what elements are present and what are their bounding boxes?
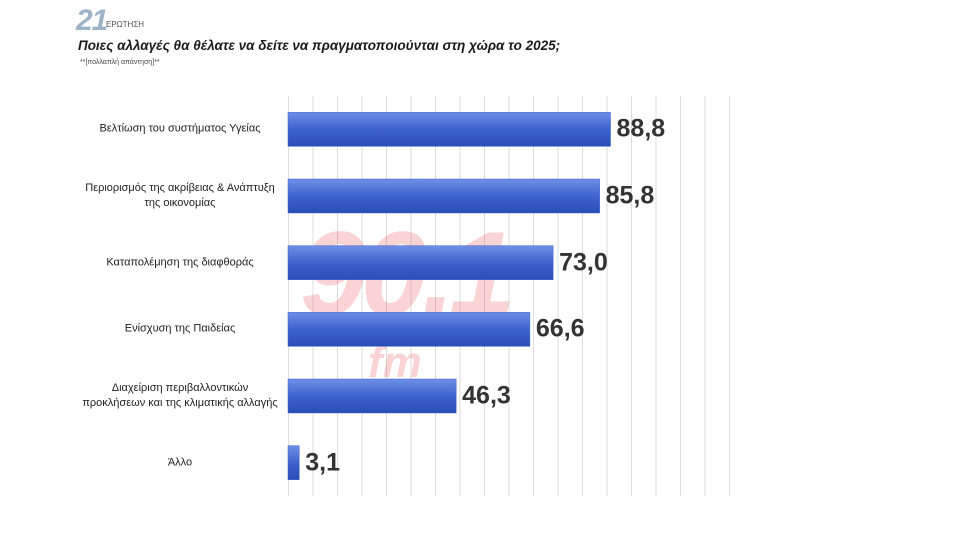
value-label: 46,3 (462, 381, 511, 410)
category-label: Ενίσχυση της Παιδείας (124, 322, 236, 335)
chart-subtitle: **[πολλαπλή απάντηση]** (80, 59, 160, 66)
bar (287, 378, 457, 414)
category-label: Καταπολέμηση της διαφθοράς (106, 256, 254, 269)
bar (287, 245, 554, 280)
chart-title: Ποιες αλλαγές θα θέλατε να δείτε να πραγ… (78, 38, 561, 53)
category-label: Διαχείριση περιβαλλοντικών προκλήσεων κα… (82, 382, 278, 409)
value-label: 88,8 (616, 114, 666, 143)
category-label: Περιορισμός της ακρίβειας & Ανάπτυξη της… (85, 182, 275, 209)
value-label: 3,1 (305, 448, 341, 477)
category-label: Άλλο (167, 456, 193, 469)
question-word: ΕΡΩΤΗΣΗ (106, 20, 145, 29)
plot-grid (288, 96, 742, 496)
question-number: 21 (76, 4, 108, 37)
bar (287, 112, 611, 147)
bar (287, 178, 600, 214)
value-label: 73,0 (559, 248, 608, 277)
value-label: 66,6 (535, 314, 585, 343)
value-label: 85,8 (605, 181, 655, 210)
bar (287, 445, 300, 480)
category-label: Βελτίωση του συστήματος Υγείας (99, 122, 261, 135)
bar (287, 312, 531, 347)
